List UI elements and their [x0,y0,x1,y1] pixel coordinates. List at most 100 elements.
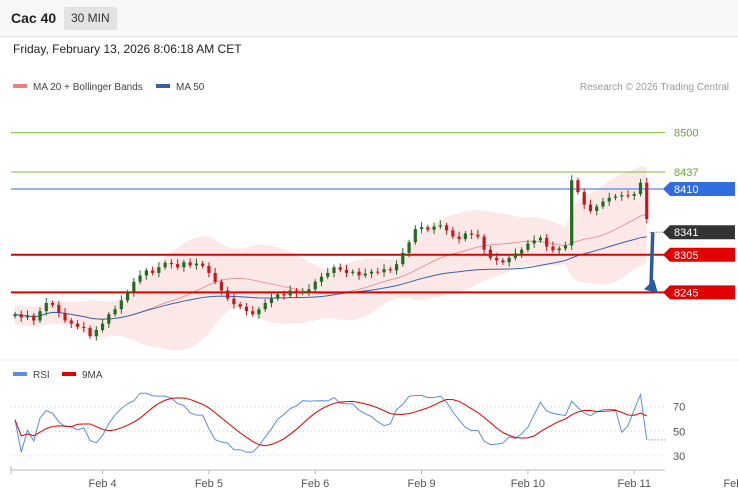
candle [338,263,342,273]
x-tick-label: Feb 4 [88,478,116,490]
level-tag-8305 [663,247,735,262]
legend-swatch-rsi [13,372,27,376]
candle [263,299,267,312]
candle [288,285,292,298]
candle-body [451,230,455,237]
candle [463,230,467,242]
x-tick-label: Feb 9 [407,478,435,490]
candle [244,303,249,316]
candle-body [69,320,73,324]
candle-body [513,253,517,258]
candle [88,325,92,339]
candle [100,318,105,333]
instrument-title: Cac 40 [11,10,57,26]
candle-body [44,303,48,312]
candle [376,267,380,275]
level-label-8245: 8245 [674,287,698,299]
candle-body [401,252,405,265]
candle-body [582,192,586,205]
candle-body [588,204,593,211]
candle-body [538,237,543,241]
candle-body [438,225,442,227]
candle [607,192,611,206]
candle-body [463,233,467,240]
candle-body [113,309,117,315]
candle-body [413,229,417,243]
candle-body [388,269,392,271]
candle-body [57,304,61,314]
candle [576,177,580,195]
candle [557,245,561,255]
candle [44,297,48,316]
candle-body [50,303,55,305]
timeframe-button[interactable]: 30 MIN [64,7,117,30]
level-label-8500: 8500 [674,128,698,140]
candle-body [457,236,461,240]
legend-swatch-ma20 [13,84,27,88]
candle-body [263,303,267,310]
candle [582,188,586,210]
legend-label-ma50: MA 50 [176,82,205,93]
candle-body [19,314,23,318]
candle-body [344,269,349,273]
candle-body [563,245,568,249]
candle [151,266,155,276]
candle [144,267,148,280]
candle [570,175,574,250]
rsi-tick-70: 70 [673,402,685,414]
level-label-8410: 8410 [674,184,698,196]
candle-body [532,240,536,244]
legend-label-rsi-ma: 9MA [82,370,103,381]
candle [601,197,605,210]
candle [401,247,405,267]
candle-body [557,248,561,251]
candle [176,259,180,270]
candle [319,272,324,287]
candle [75,319,80,330]
candle-body [276,294,280,299]
candle [169,259,173,269]
rsi-line [14,392,648,453]
candle-body [94,329,98,337]
candle-body [144,270,148,276]
candle-body [601,201,605,207]
candle [645,177,649,224]
rsi-ma-line [14,397,647,447]
candle [344,264,349,278]
candle [526,239,530,253]
candle-body [294,290,299,293]
chart-credit: Research © 2026 Trading Central [580,82,729,93]
candle-body [470,233,474,235]
candle [407,239,411,258]
candle-body [394,264,399,271]
legend-label-ma20: MA 20 + Bollinger Bands [33,82,143,93]
candle-body [551,246,555,251]
candle-body [213,272,217,282]
candle-body [269,298,274,303]
candle [332,264,336,278]
candle-body [482,236,486,250]
candle [38,307,42,324]
rsi-tick-50: 50 [673,426,685,438]
candle-body [357,271,361,276]
candle [501,257,505,265]
title-bar: Cac 40 30 MIN [0,0,738,37]
candle [394,260,399,275]
level-label-8437: 8437 [674,167,698,179]
candle-body [282,294,286,296]
candle-body [100,323,105,330]
candle-body [257,309,261,315]
candle [138,270,142,285]
projection-arrow [649,232,655,287]
candle [32,313,36,325]
candle-body [382,269,386,273]
candle [507,254,511,267]
candle-body [332,267,336,273]
candle [119,295,123,314]
candle-body [576,180,580,193]
candle-body [25,315,30,318]
legend-swatch-rsi-ma [62,372,76,376]
candle [588,199,593,214]
candle [638,178,643,197]
